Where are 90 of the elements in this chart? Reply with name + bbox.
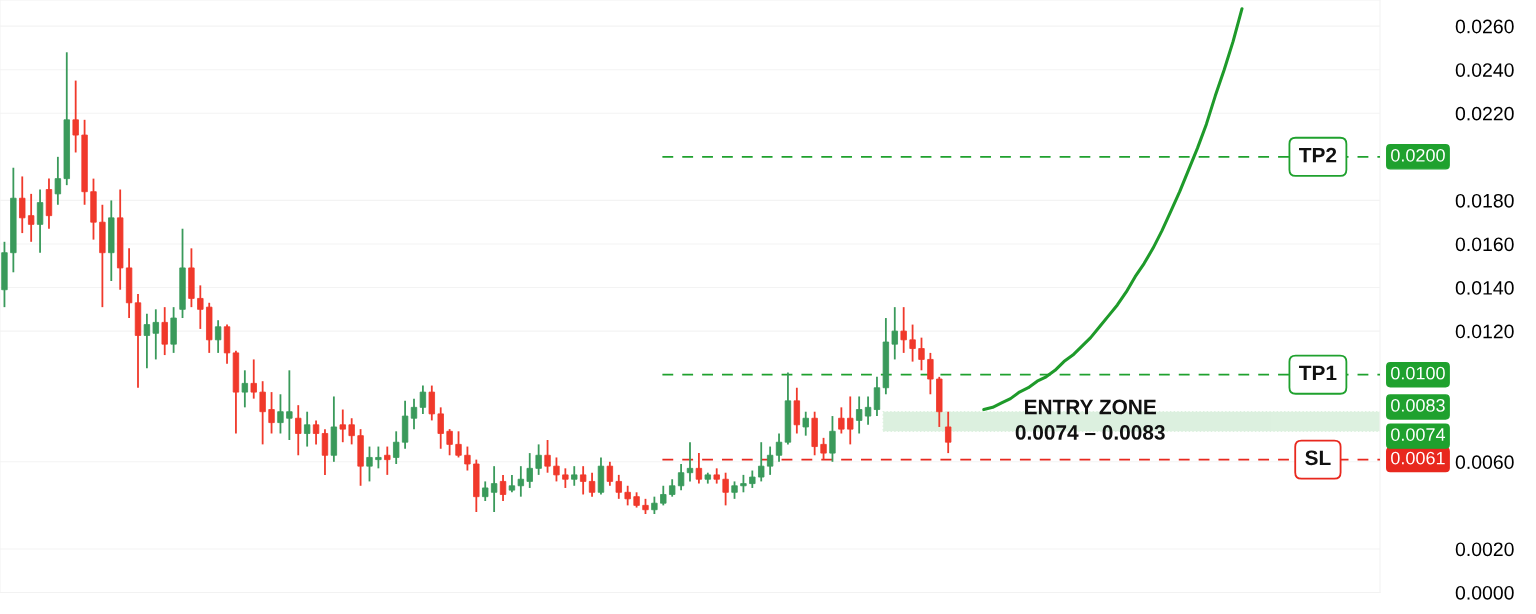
candlestick <box>366 445 373 483</box>
candlestick <box>766 445 774 476</box>
text: 0.0061 <box>1391 451 1445 465</box>
candlestick <box>838 406 845 435</box>
candlestick <box>490 465 498 513</box>
candlestick <box>544 439 551 474</box>
candlestick <box>277 393 284 435</box>
candlestick <box>250 358 257 400</box>
candlestick <box>775 432 783 463</box>
candlestick <box>321 428 329 476</box>
ref-line-label: TP1 <box>1299 365 1337 381</box>
text: 0.0074 <box>1391 428 1446 441</box>
candlestick <box>419 384 427 415</box>
candlestick <box>446 428 453 457</box>
candlestick <box>855 395 863 435</box>
text: 0.0100 <box>1391 366 1445 380</box>
candlestick <box>677 463 685 492</box>
candlestick <box>72 79 79 154</box>
ref-line-label: TP2 <box>1299 147 1337 163</box>
candlestick <box>526 452 533 489</box>
y-tick-label: 0.0060 <box>1455 455 1514 470</box>
candlestick <box>464 445 471 472</box>
candlestick <box>241 369 249 409</box>
candlestick <box>927 351 934 396</box>
candlestick <box>873 375 881 417</box>
y-tick-label: 0.0020 <box>1455 542 1514 557</box>
candlestick <box>758 441 765 483</box>
candlestick <box>864 395 872 426</box>
y-tick-label: 0.0220 <box>1455 106 1514 121</box>
candlestick <box>410 397 418 431</box>
candlestick <box>900 306 907 354</box>
candlestick <box>27 192 35 243</box>
candlestick <box>143 312 151 370</box>
candlestick <box>891 306 898 361</box>
candlestick <box>793 386 801 435</box>
candlestick <box>686 441 694 483</box>
candlestick <box>571 465 578 487</box>
candlestick <box>54 155 62 206</box>
candlestick <box>393 430 400 465</box>
candlestick <box>820 436 827 461</box>
candlestick <box>606 460 614 487</box>
candlestick <box>847 395 854 446</box>
y-tick-label: 0.0160 <box>1455 237 1514 252</box>
candlestick <box>802 410 809 437</box>
candlestick <box>517 465 525 498</box>
candlestick <box>588 471 596 498</box>
candlestick <box>624 484 631 507</box>
candlestick <box>259 380 266 446</box>
y-tick-label: 0.0140 <box>1455 281 1514 295</box>
candlestick <box>375 445 382 470</box>
candlestick <box>19 175 26 234</box>
candlestick <box>455 430 462 459</box>
candlestick <box>535 443 542 476</box>
candlestick <box>36 188 44 254</box>
candlestick <box>722 471 729 507</box>
y-tick-label: 0.0120 <box>1455 324 1514 339</box>
candlestick <box>579 465 587 496</box>
candlestick <box>909 323 916 363</box>
candlestick <box>295 404 302 457</box>
candlestick <box>660 484 667 507</box>
candlestick <box>615 473 622 500</box>
candlestick <box>197 284 204 330</box>
candlestick <box>214 319 222 354</box>
candlestick <box>286 369 293 441</box>
candlestick <box>339 408 346 444</box>
candlestick <box>829 415 836 463</box>
candlestick <box>499 473 507 502</box>
candlestick <box>482 480 489 502</box>
candlestick <box>303 410 311 448</box>
candlestick <box>553 456 560 483</box>
y-tick-label: 0.0180 <box>1455 193 1514 208</box>
candlestick <box>348 417 355 446</box>
y-tick-label: 0.0240 <box>1455 63 1514 77</box>
candlestick <box>312 419 320 446</box>
ref-line-label: SL <box>1305 450 1331 466</box>
candlestick <box>945 410 952 455</box>
candlestick <box>918 336 925 372</box>
candlestick <box>695 452 703 485</box>
candlestick <box>384 445 391 476</box>
candlestick <box>562 467 569 489</box>
candlestick <box>161 306 168 356</box>
candlestick <box>152 308 159 361</box>
band-label: ENTRY ZONE 0.0074 – 0.0083 <box>1015 399 1165 440</box>
y-tick-label: 0.0000 <box>1455 585 1514 600</box>
y-tick-label: 0.0260 <box>1455 19 1514 34</box>
candlestick <box>428 384 435 422</box>
candlestick <box>437 406 444 450</box>
candlestick <box>268 391 275 435</box>
text: 0.0083 <box>1391 398 1445 412</box>
text: 0.0200 <box>1391 148 1445 162</box>
